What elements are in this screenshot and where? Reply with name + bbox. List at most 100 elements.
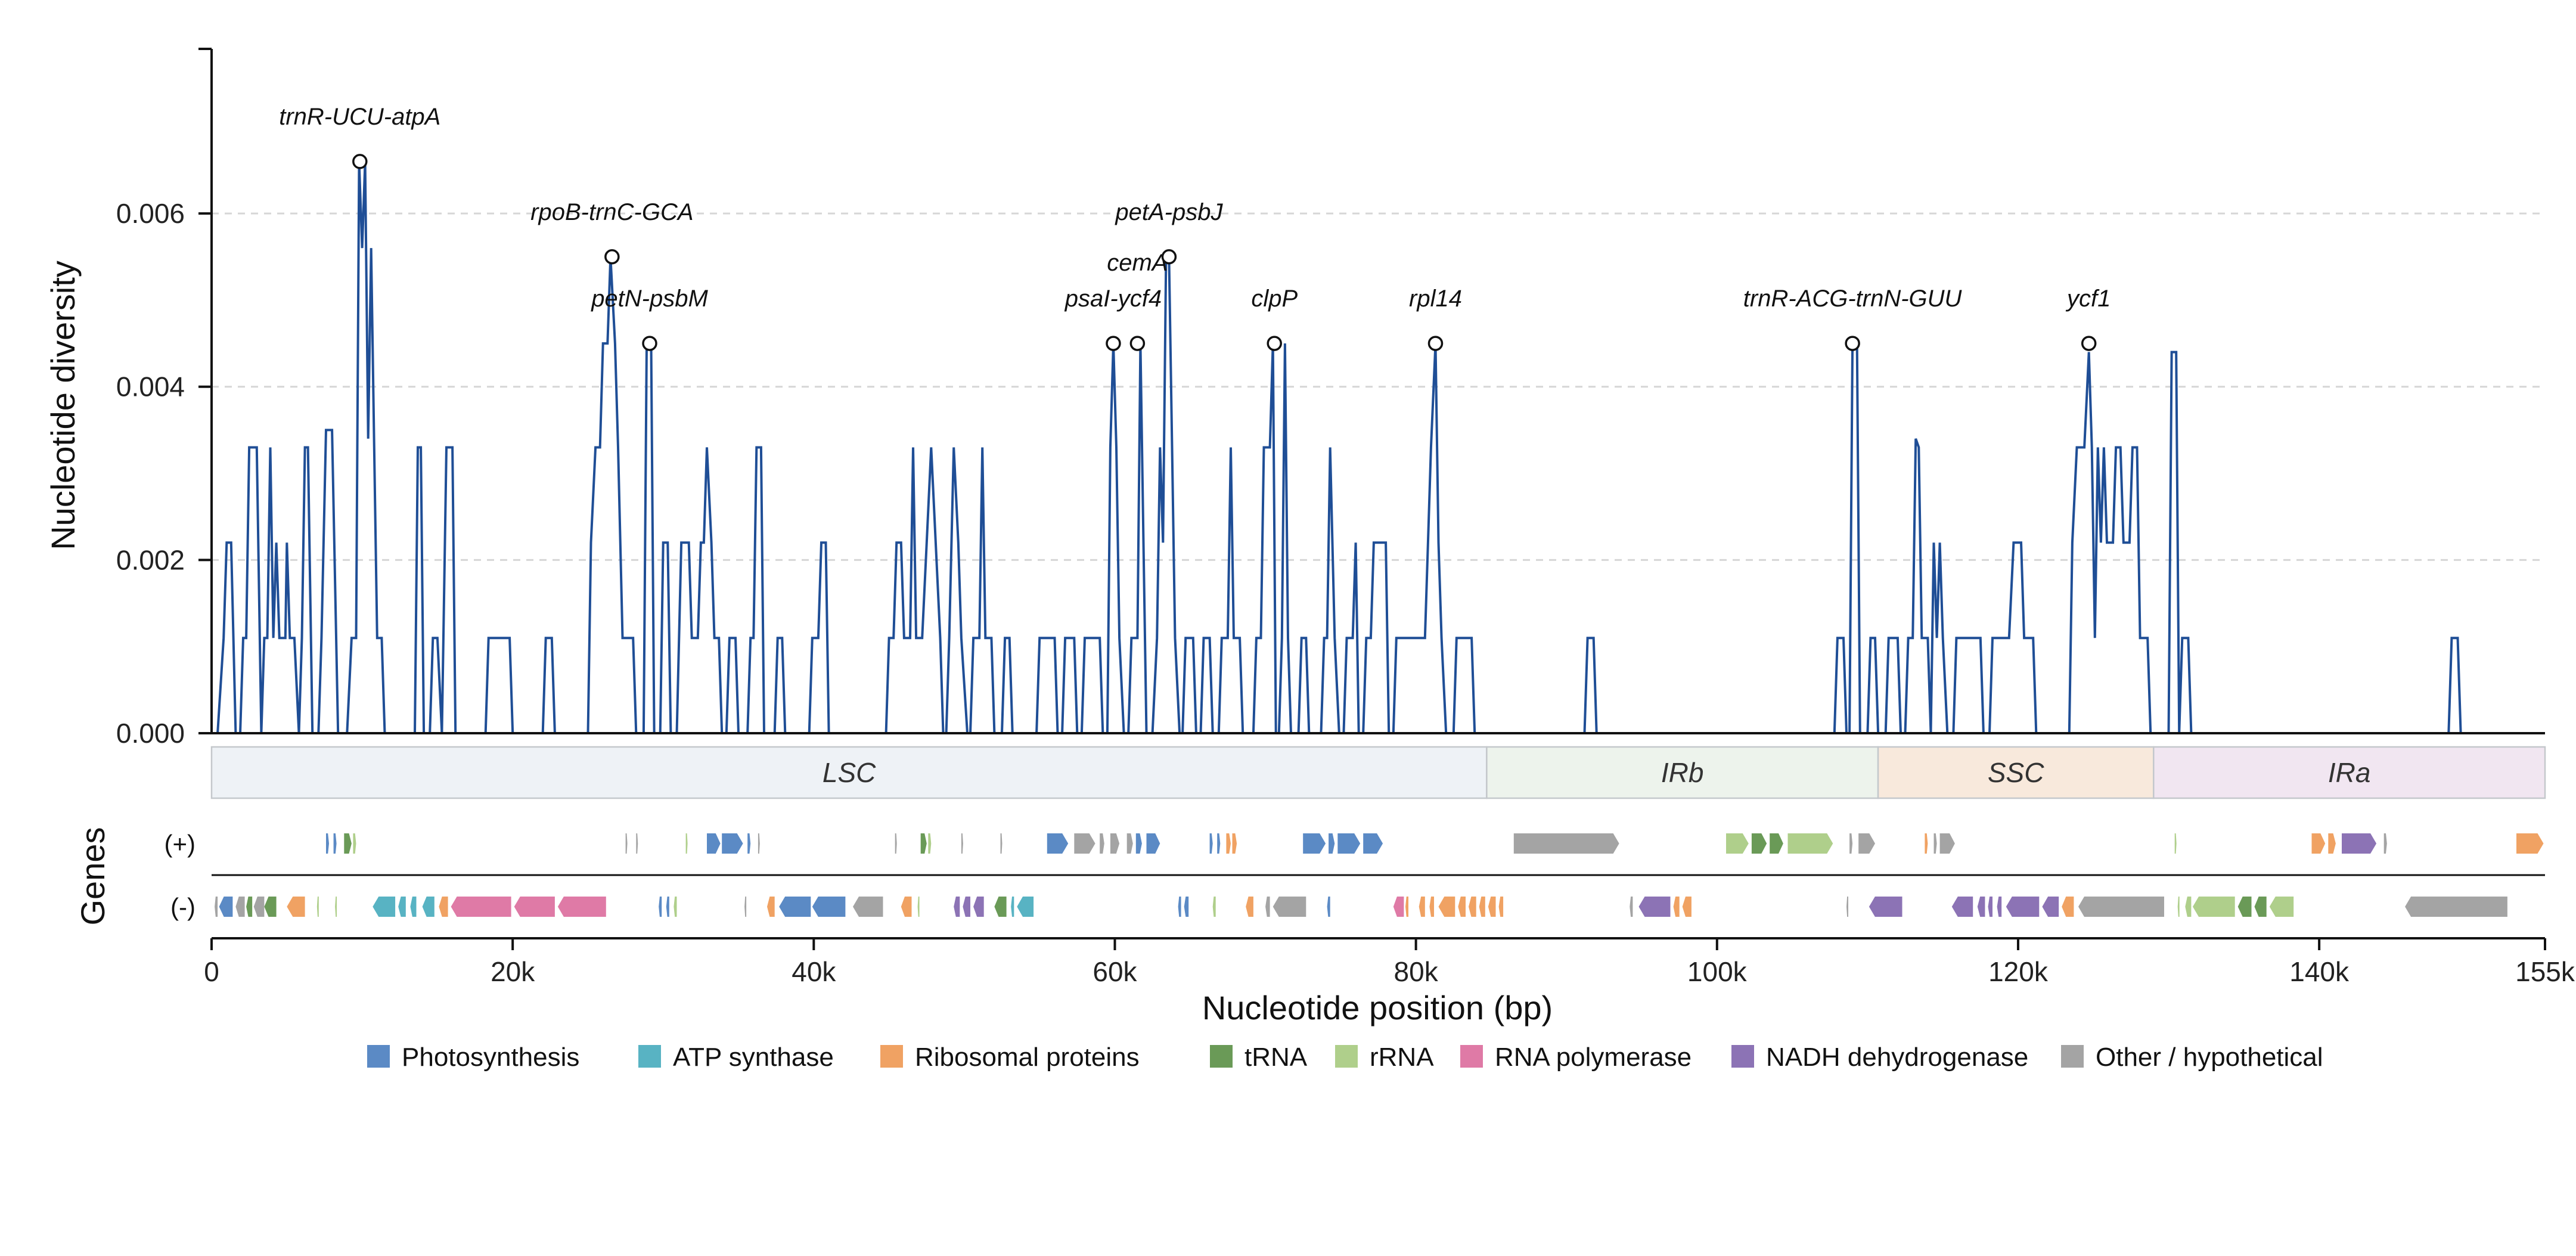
gene-arrow — [1100, 833, 1104, 854]
peak-label: clpP — [1251, 286, 1298, 312]
gene-arrow — [1438, 897, 1455, 917]
region-label: IRb — [1661, 757, 1704, 788]
gene-arrow — [1110, 833, 1120, 854]
gene-arrow — [1184, 897, 1189, 917]
gene-arrow — [994, 897, 1007, 917]
gene-arrow — [1212, 897, 1216, 917]
peak-label: trnR-ACG-trnN-GUU — [1743, 286, 1963, 312]
gene-arrow — [779, 897, 811, 917]
gene-arrow — [373, 897, 396, 917]
gene-arrow — [2516, 833, 2544, 854]
region-label: LSC — [823, 757, 876, 788]
gene-arrow — [1000, 833, 1003, 854]
legend: Photosynthesis ATP synthase Ribosomal prot… — [367, 1043, 2323, 1072]
gene-arrow — [1939, 833, 1955, 854]
gene-arrow — [219, 897, 233, 917]
x-tick-label: 80k — [1394, 956, 1439, 987]
gene-arrow — [1405, 897, 1408, 917]
gene-arrow — [215, 897, 218, 917]
axes: 0.000 0.002 0.004 0.006 0 20k 40k 60k 80k 100k 120… — [116, 48, 2575, 987]
gene-arrow — [2254, 897, 2267, 917]
legend-label: RNA polymerase — [1495, 1043, 1692, 1072]
gene-arrow — [1638, 897, 1671, 917]
gene-arrow — [2405, 897, 2507, 917]
gene-arrow — [2042, 897, 2059, 917]
region-band: LSC IRb SSC IRa — [210, 746, 2546, 799]
gene-arrow — [422, 897, 434, 917]
gene-arrow — [557, 897, 606, 917]
y-tick-label: 0.002 — [116, 544, 185, 575]
gene-arrow — [1217, 833, 1221, 854]
gene-arrow — [410, 897, 417, 917]
gridlines — [212, 212, 2545, 561]
x-tick-label: 40k — [792, 956, 836, 987]
peak-marker — [604, 249, 620, 265]
gene-arrow — [895, 833, 897, 854]
diversity-line — [212, 161, 2545, 734]
gene-arrow — [1479, 897, 1485, 917]
gene-arrow — [758, 833, 760, 854]
y-axis-title: Nucleotide diversity — [44, 260, 82, 550]
gene-arrow — [707, 833, 721, 854]
gene-arrow — [2185, 897, 2192, 917]
gene-arrow — [1011, 897, 1014, 917]
gene-arrow — [1858, 833, 1875, 854]
gene-arrow — [1246, 897, 1253, 917]
peak-marker — [1129, 336, 1146, 351]
peak-marker — [352, 154, 368, 169]
gene-arrow — [1751, 833, 1767, 854]
gene-arrow — [2062, 897, 2074, 917]
x-tick-label: 140k — [2289, 956, 2350, 987]
gene-arrow — [1265, 897, 1270, 917]
gene-arrow — [1209, 833, 1213, 854]
x-tick-label: 120k — [1988, 956, 2049, 987]
gene-track-title: Genes — [74, 827, 111, 926]
gene-arrow — [920, 833, 927, 854]
gene-arrow — [963, 897, 970, 917]
peak-marker — [1427, 336, 1444, 351]
gene-arrow — [1673, 897, 1680, 917]
gene-arrow — [1232, 833, 1237, 854]
gene-arrow — [451, 897, 511, 917]
gene-arrow — [1488, 897, 1496, 917]
gene-arrow — [812, 897, 846, 917]
gene-arrow — [747, 833, 751, 854]
gene-arrow — [335, 897, 337, 917]
peak-marker — [642, 336, 657, 351]
legend-swatch — [1210, 1045, 1233, 1068]
gene-arrow — [1226, 833, 1231, 854]
gene-arrow — [246, 897, 253, 917]
region-ssc — [1877, 746, 2155, 799]
gene-arrow — [954, 897, 960, 917]
gene-arrow — [1951, 897, 1973, 917]
gene-arrow — [659, 897, 662, 917]
gene-arrow — [287, 897, 305, 917]
gene-arrow — [1869, 897, 1902, 917]
region-label: IRa — [2328, 757, 2371, 788]
legend-label: Ribosomal proteins — [915, 1043, 1140, 1072]
peak-label: ycf1 — [2065, 286, 2111, 312]
gene-arrow — [1498, 897, 1504, 917]
peak-annotations: trnR-UCU-atpA rpoB-trnC-GCA petN-psbM psaI-… — [279, 104, 2111, 351]
gene-arrow — [333, 833, 337, 854]
gene-arrow — [1178, 897, 1181, 917]
region-label: SSC — [1988, 757, 2044, 788]
gene-arrow — [514, 897, 555, 917]
legend-swatch — [2061, 1045, 2084, 1068]
gene-arrow — [767, 897, 775, 917]
gene-arrow — [1074, 833, 1095, 854]
legend-label: tRNA — [1244, 1043, 1308, 1072]
gene-arrow — [2193, 897, 2235, 917]
gene-arrow — [1303, 833, 1326, 854]
gene-arrow — [1458, 897, 1466, 917]
legend-swatch — [638, 1045, 661, 1068]
gene-arrow — [853, 897, 883, 917]
peak-marker — [1845, 336, 1860, 351]
peak-label: petA-psbJ — [1115, 199, 1223, 225]
gene-arrow — [1513, 833, 1619, 854]
gene-arrow — [666, 897, 669, 917]
peak-label: petN-psbM — [591, 286, 708, 312]
gene-arrow — [744, 897, 747, 917]
